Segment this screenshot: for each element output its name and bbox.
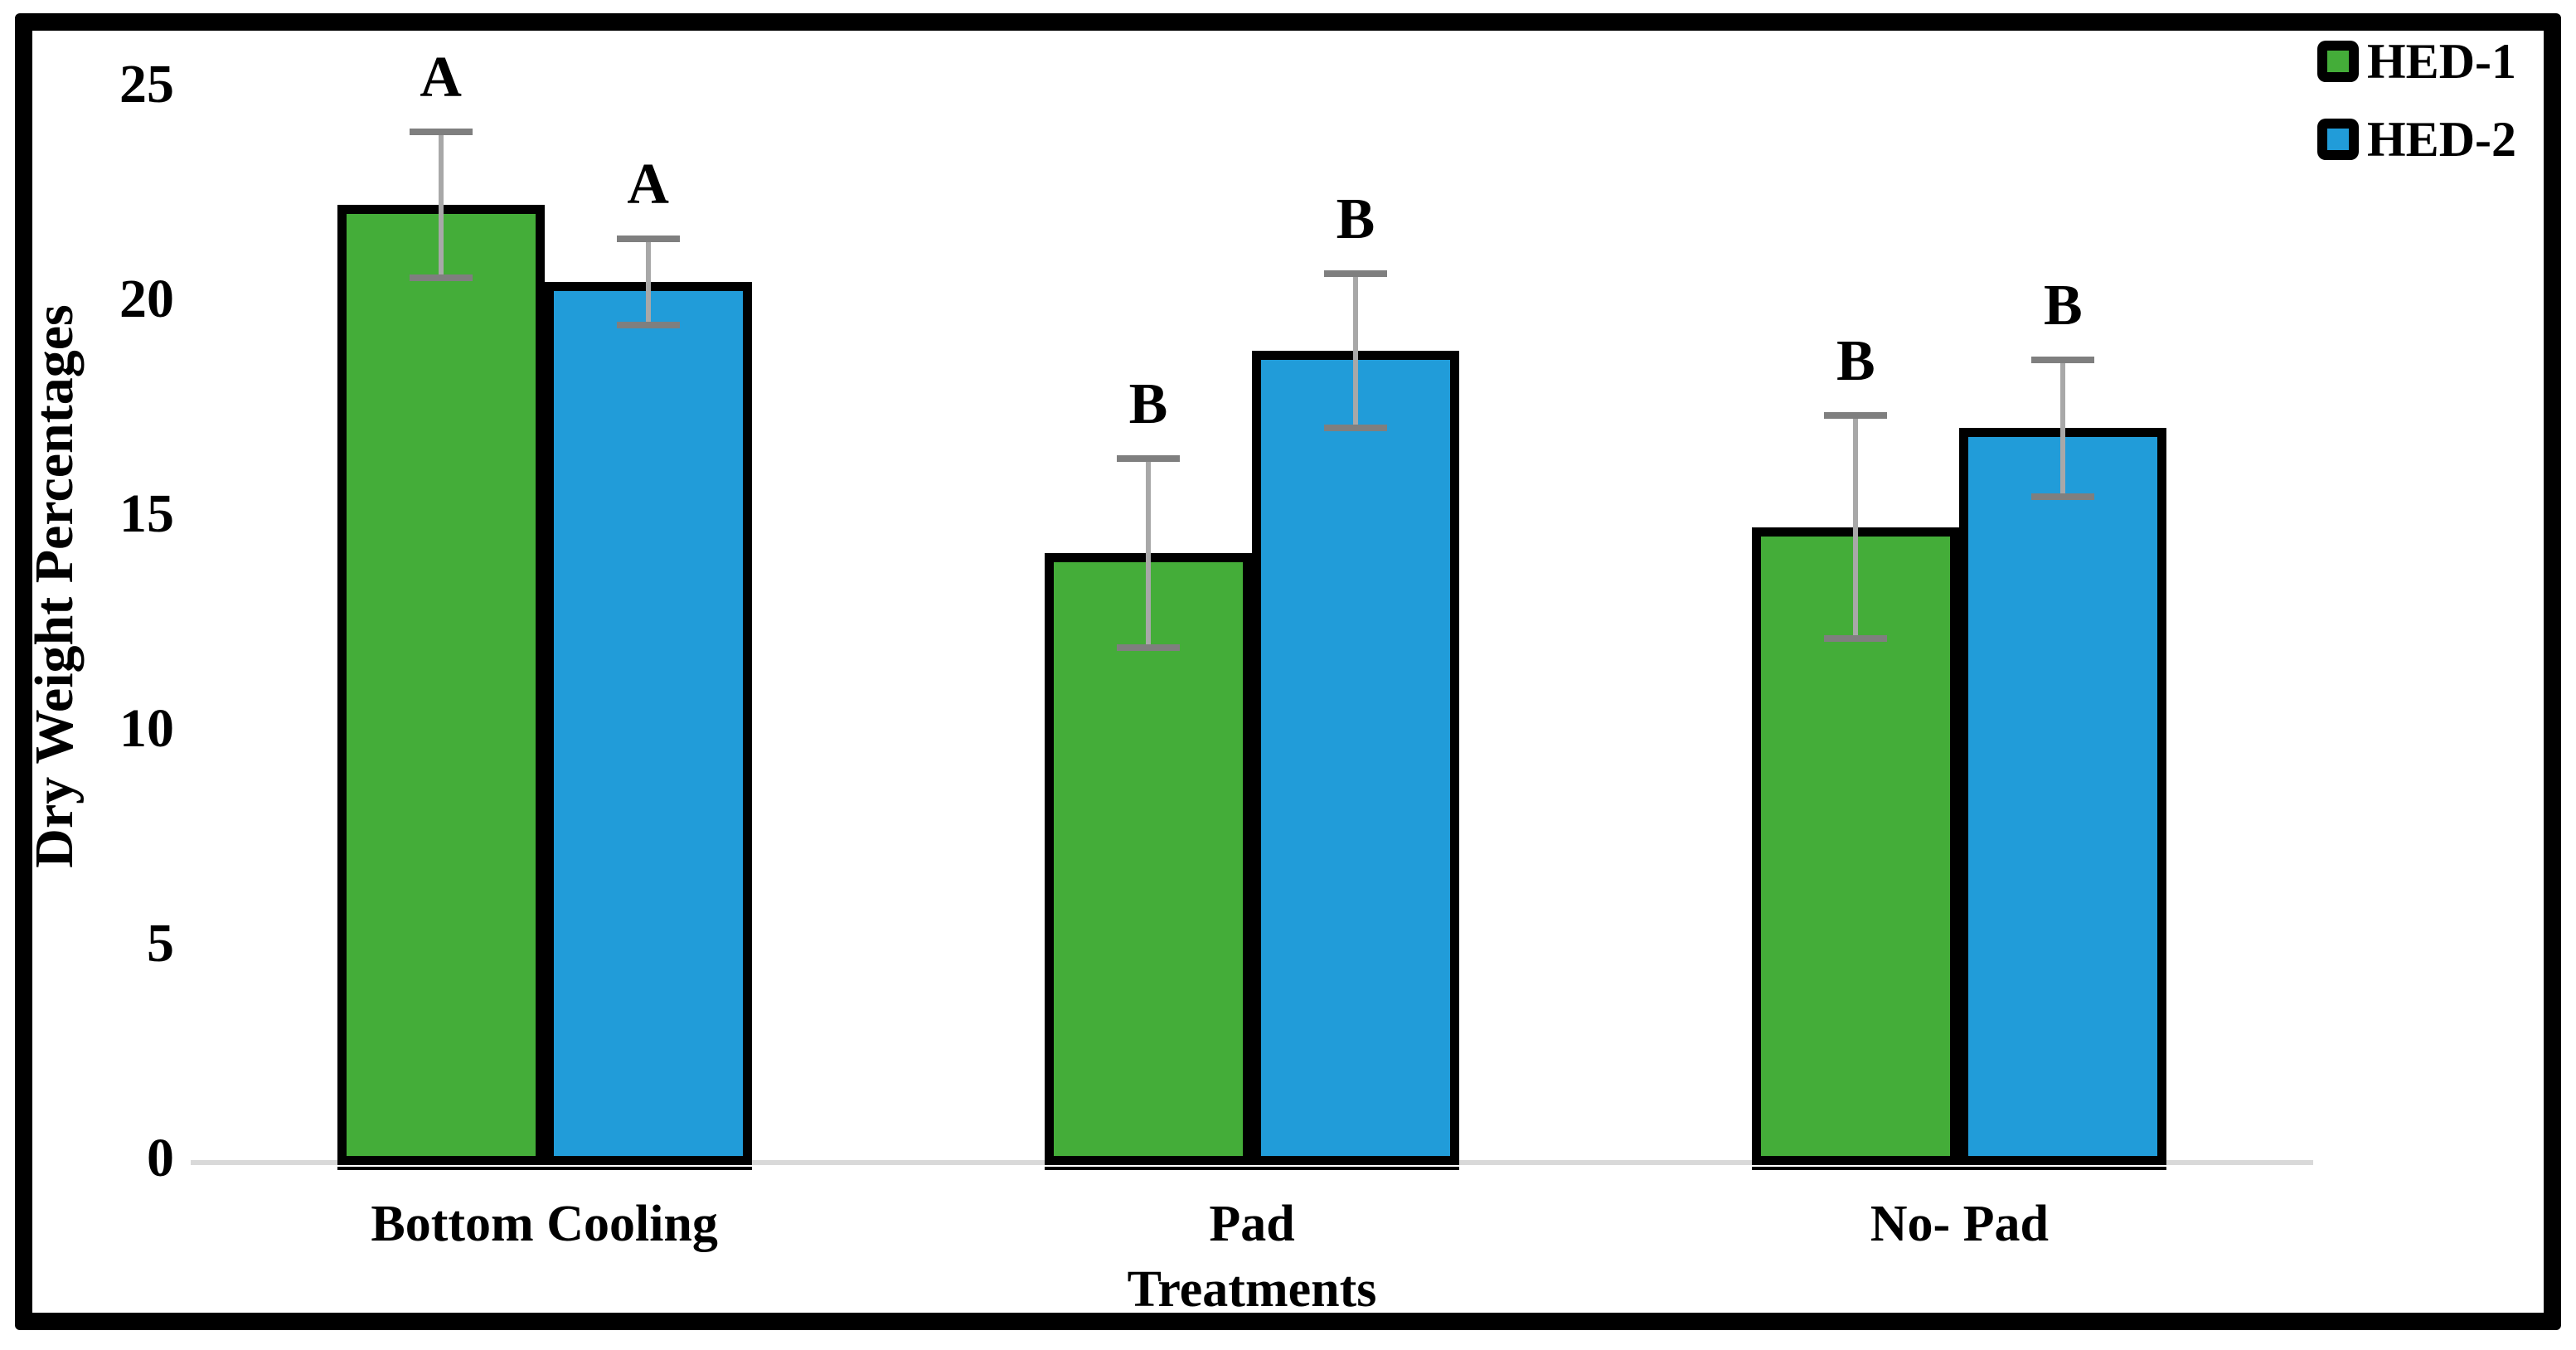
significance-letter: B: [2043, 273, 2083, 338]
error-bar-top-cap: [616, 236, 680, 243]
error-bar: [1853, 415, 1859, 639]
y-tick-label: 0: [147, 1128, 174, 1188]
significance-letter: B: [1128, 371, 1168, 436]
bar-HED-2-Pad: [1252, 351, 1459, 1165]
group-underline: [1045, 1167, 1459, 1170]
legend-label: HED-1: [2367, 34, 2516, 89]
error-bar: [1353, 273, 1358, 429]
bar-HED-2-No--Pad: [1959, 428, 2167, 1165]
legend: HED-1 HED-2: [2317, 36, 2516, 164]
bar-HED-1-Pad: [1045, 552, 1252, 1165]
y-tick-label: 10: [119, 698, 174, 759]
significance-letter: B: [1336, 187, 1375, 251]
error-bar: [2060, 359, 2066, 498]
legend-label: HED-2: [2367, 112, 2516, 167]
error-bar: [438, 131, 444, 279]
x-category-label: Bottom Cooling: [371, 1196, 718, 1252]
error-bar-bottom-cap: [2031, 493, 2095, 501]
x-category-label: No- Pad: [1870, 1196, 2049, 1252]
y-tick-label: 15: [119, 483, 174, 544]
x-axis-title: Treatments: [1127, 1261, 1377, 1318]
error-bar-bottom-cap: [1824, 635, 1888, 643]
group-underline: [337, 1167, 752, 1170]
group-underline: [1752, 1167, 2167, 1170]
significance-letter: A: [420, 45, 462, 109]
y-axis-title: Dry Weight Percentages: [24, 304, 85, 868]
y-tick-label: 20: [119, 269, 174, 329]
y-tick-label: 25: [119, 54, 174, 114]
error-bar-bottom-cap: [409, 274, 473, 282]
bar-HED-2-Bottom-Cooling: [544, 282, 752, 1165]
error-bar-bottom-cap: [1324, 425, 1387, 432]
significance-letter: A: [627, 153, 669, 217]
error-bar-top-cap: [1117, 454, 1180, 462]
bar-HED-1-Bottom-Cooling: [337, 205, 545, 1165]
error-bar: [1146, 458, 1151, 648]
error-bar-top-cap: [409, 128, 473, 135]
x-category-label: Pad: [1209, 1196, 1295, 1252]
error-bar-top-cap: [1824, 411, 1888, 419]
legend-marker-icon: [2317, 41, 2359, 82]
y-tick-label: 5: [147, 913, 174, 974]
error-bar-bottom-cap: [1117, 643, 1180, 651]
error-bar-top-cap: [2031, 356, 2095, 363]
error-bar: [645, 239, 651, 326]
error-bar-bottom-cap: [616, 322, 680, 329]
error-bar-top-cap: [1324, 270, 1387, 277]
legend-marker-icon: [2317, 119, 2359, 160]
legend-item-HED-1: HED-1: [2317, 36, 2516, 86]
significance-letter: B: [1836, 328, 1875, 393]
legend-item-HED-2: HED-2: [2317, 114, 2516, 164]
